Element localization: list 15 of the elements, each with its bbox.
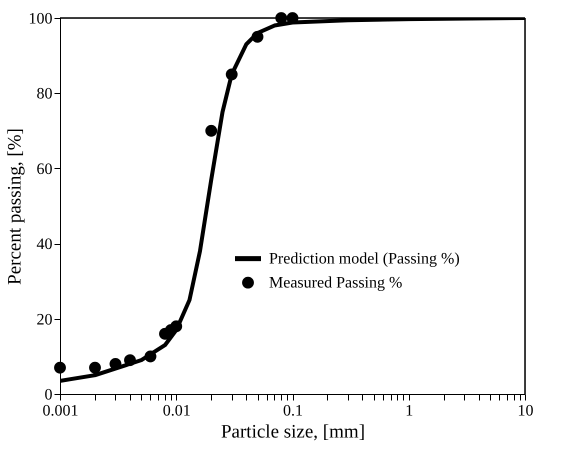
legend-label: Prediction model (Passing %): [269, 250, 460, 268]
y-tick-label: 40: [36, 236, 52, 254]
x-tick-label: 10: [518, 402, 534, 420]
legend-label: Measured Passing %: [269, 274, 402, 292]
x-tick-label: 0.01: [162, 402, 191, 420]
y-tick-label: 20: [36, 311, 52, 328]
y-tick-label: 60: [36, 160, 52, 178]
y-tick-label: 100: [28, 10, 52, 28]
x-tick-label: 0.1: [283, 402, 303, 420]
y-tick-label: 80: [36, 86, 52, 103]
x-tick-label: 1: [405, 402, 414, 420]
x-tick-label: 0.001: [42, 402, 78, 420]
y-axis-title: Percent passing, [%]: [4, 128, 26, 285]
x-axis-title: Particle size, [mm]: [220, 422, 366, 442]
y-tick-label: 0: [44, 386, 52, 404]
